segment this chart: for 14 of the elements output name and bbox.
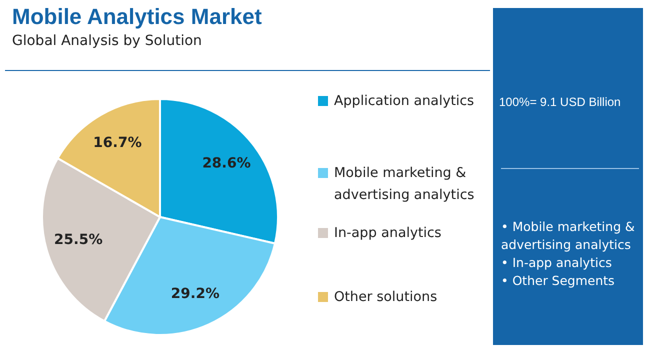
text: • Other Segments [501,272,616,290]
legend-label: In-app analytics [334,224,442,243]
data-label: 29.2% [170,286,220,302]
data-label: 16.7% [93,135,142,152]
text: • Mobile marketing & advertising analytics [501,218,636,254]
chart-title: Mobile Analytics Market [12,4,262,30]
chart-subtitle: Global Analysis by Solution [12,33,202,49]
text: 100%= 9.1 USD Billion [499,95,621,109]
data-label: 28.6% [202,156,251,172]
legend-label: Application analytics [334,92,474,111]
legend-label: Mobile marketing & advertising analytics [334,164,476,205]
text: • In-app analytics [501,254,613,272]
legend-label: Other solutions [334,288,438,307]
data-label: 25.5% [54,232,103,248]
